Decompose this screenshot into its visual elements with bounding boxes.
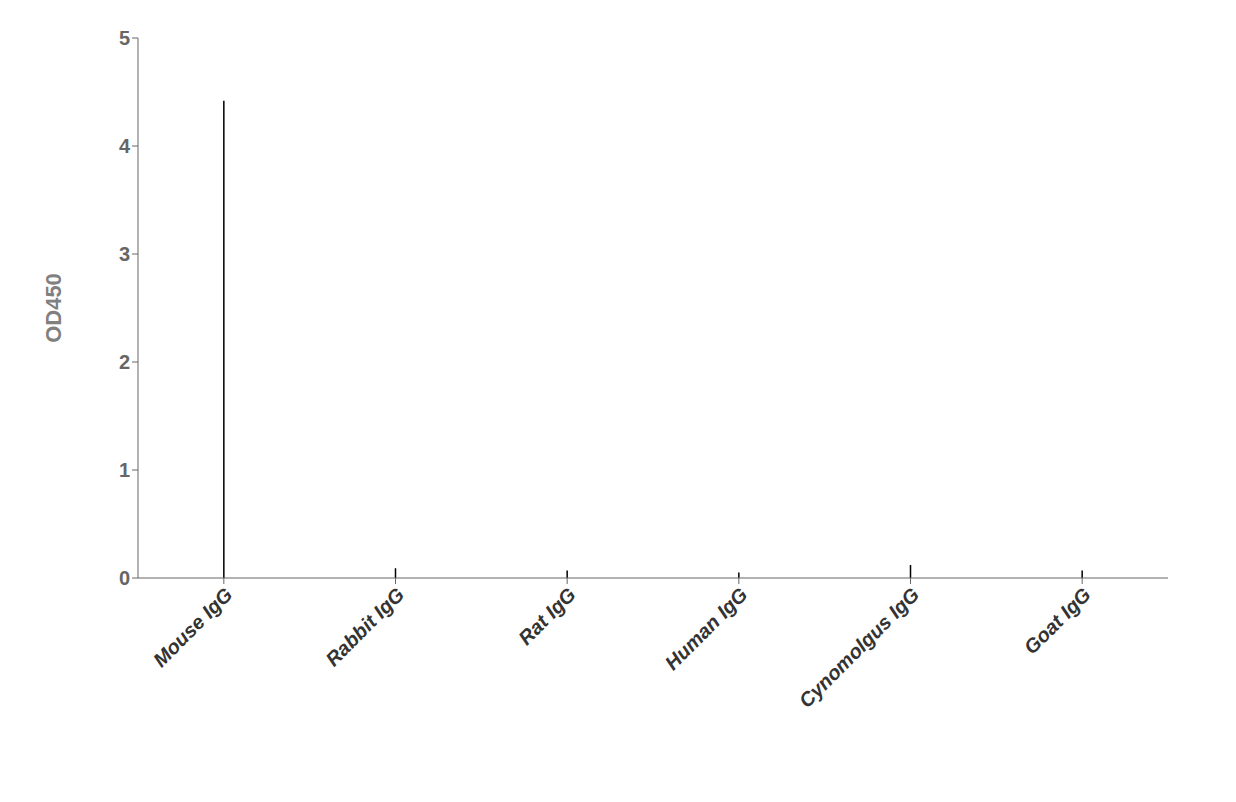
- svg-text:Human IgG: Human IgG: [661, 583, 752, 674]
- svg-text:3: 3: [119, 243, 130, 265]
- svg-text:1: 1: [119, 459, 130, 481]
- svg-text:2: 2: [119, 351, 130, 373]
- svg-text:Goat IgG: Goat IgG: [1020, 583, 1095, 658]
- svg-text:Rat IgG: Rat IgG: [514, 583, 580, 649]
- svg-text:Mouse IgG: Mouse IgG: [149, 583, 237, 671]
- svg-text:OD450: OD450: [41, 273, 66, 343]
- svg-text:Cynomolgus IgG: Cynomolgus IgG: [795, 583, 924, 712]
- svg-text:5: 5: [119, 27, 130, 49]
- svg-text:4: 4: [119, 135, 131, 157]
- svg-text:Rabbit IgG: Rabbit IgG: [321, 583, 408, 670]
- svg-text:0: 0: [119, 567, 130, 589]
